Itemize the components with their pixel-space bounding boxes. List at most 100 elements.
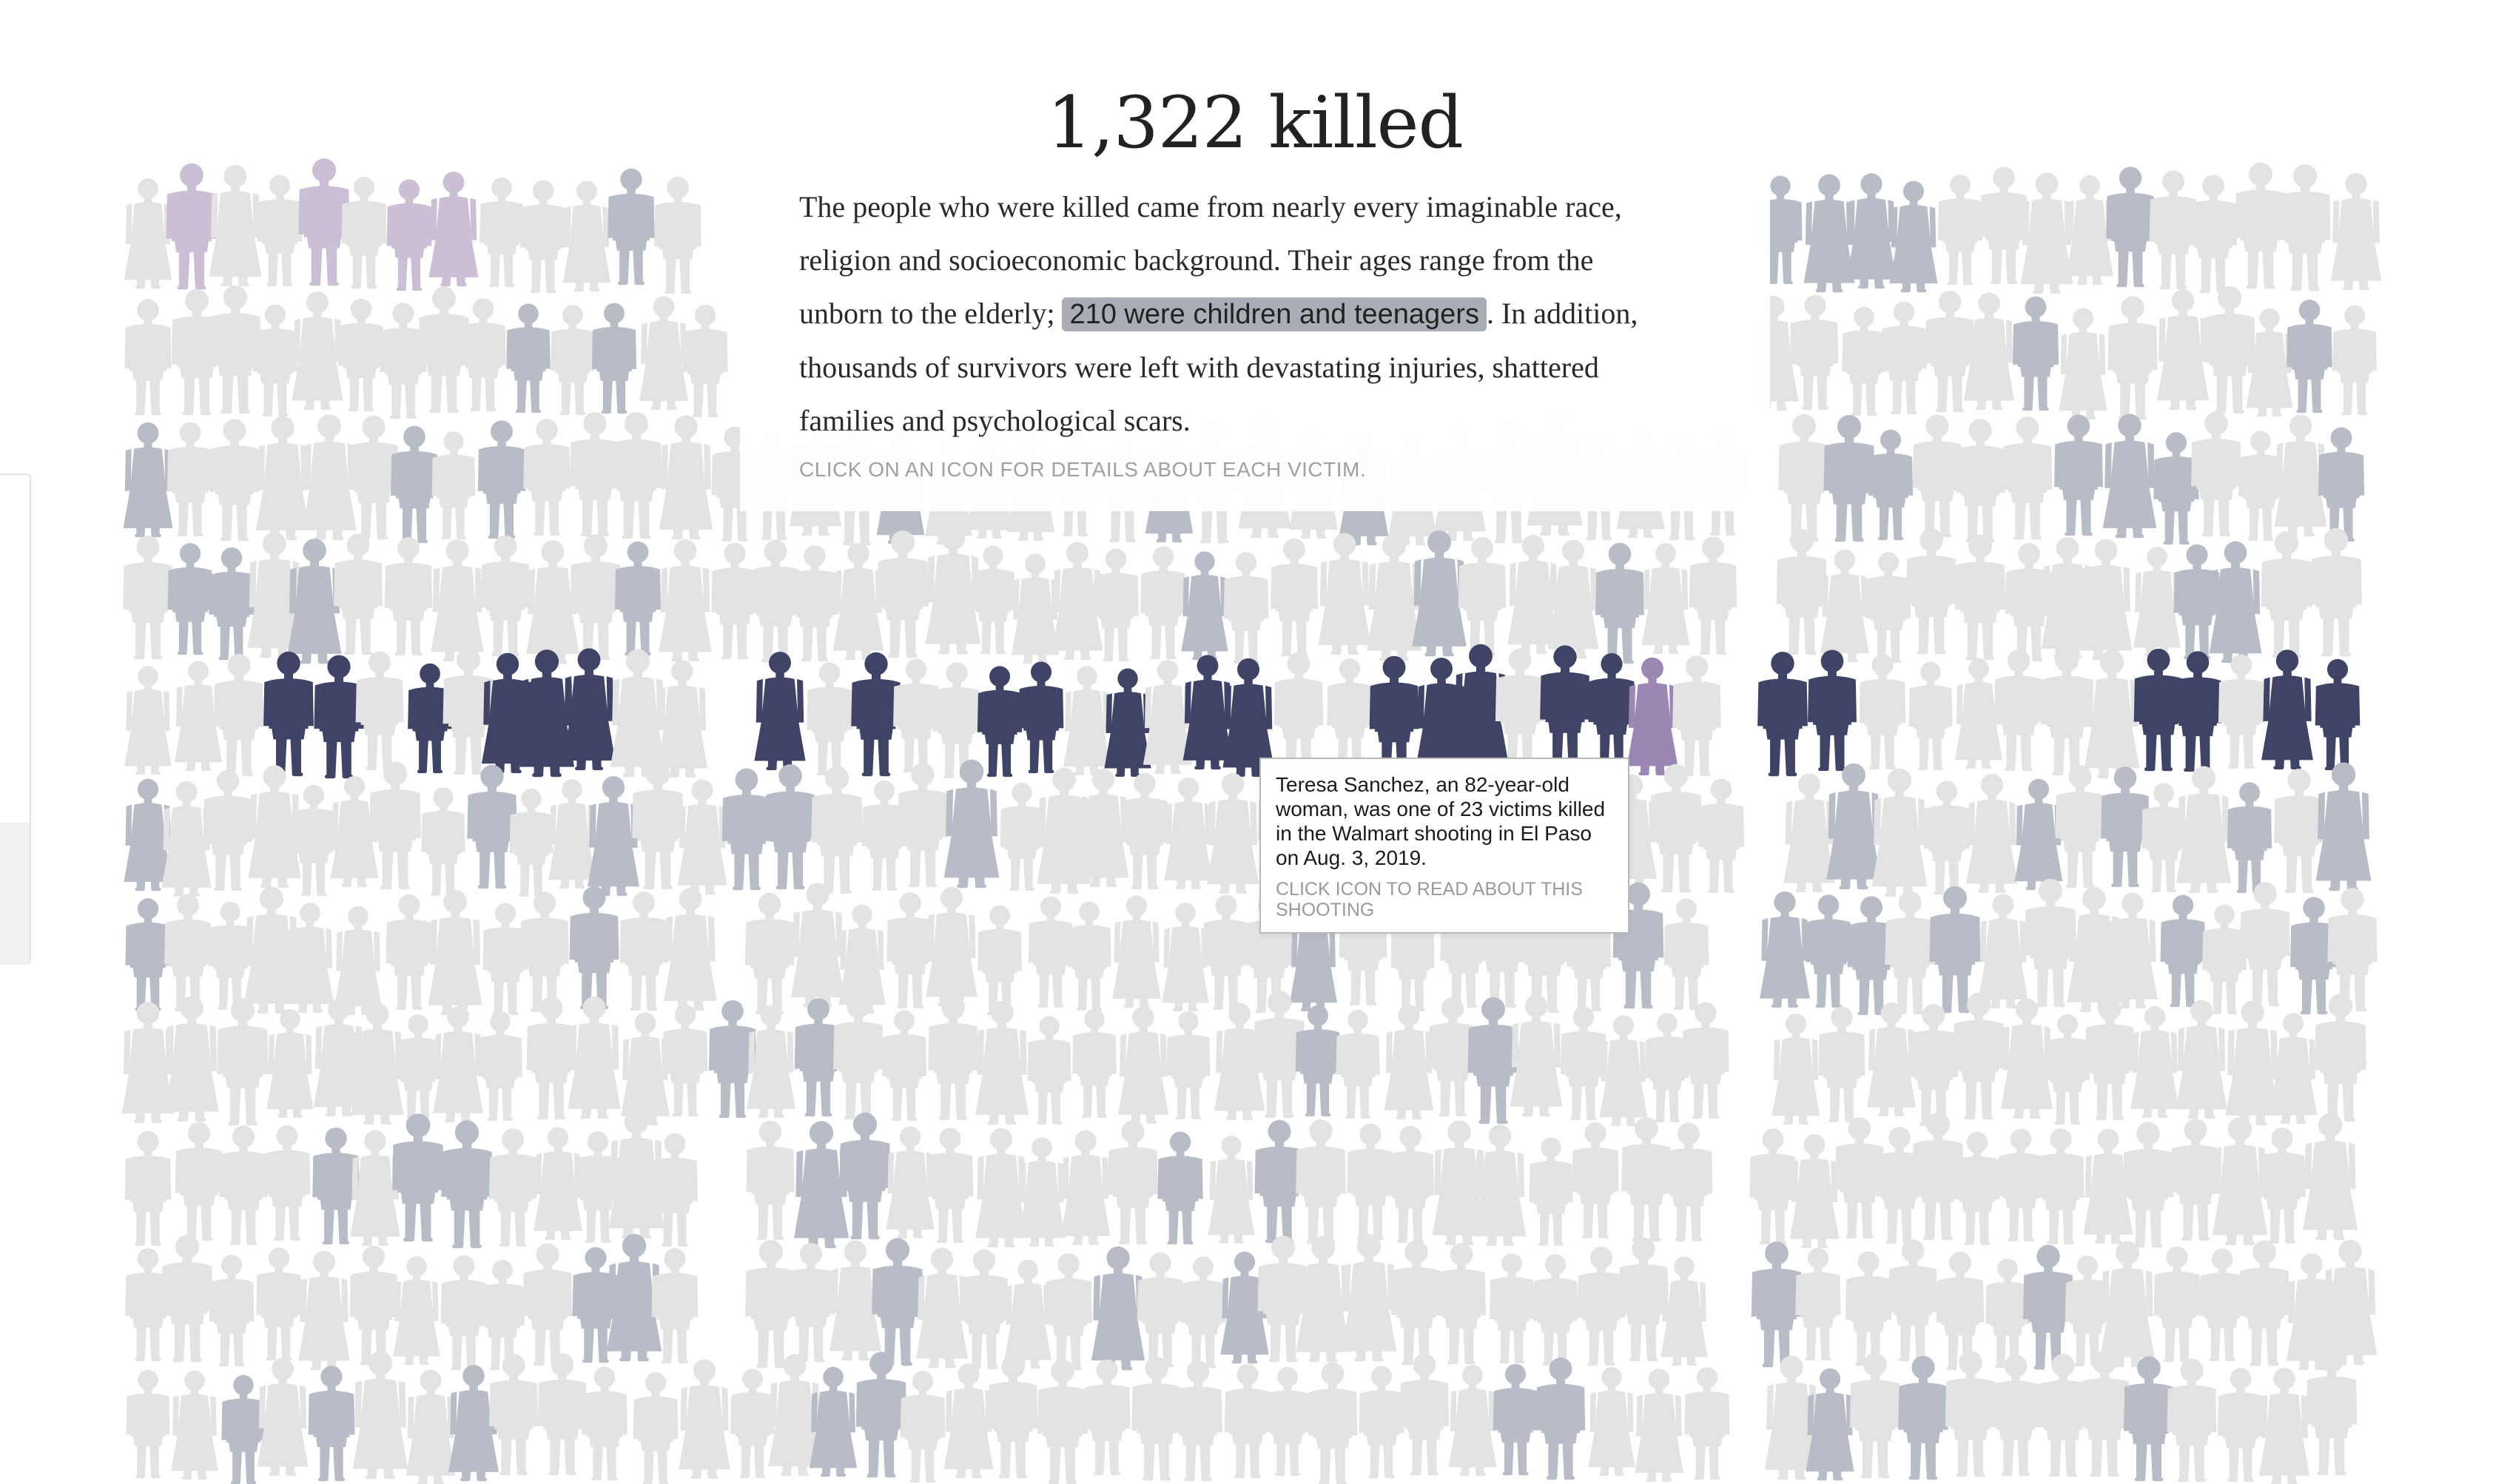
person-silhouette-icon[interactable] <box>2025 878 2076 1008</box>
person-silhouette-icon[interactable] <box>171 289 223 416</box>
person-silhouette-icon[interactable] <box>608 168 655 286</box>
person-silhouette-icon[interactable] <box>747 1005 795 1119</box>
person-silhouette-icon[interactable] <box>391 425 438 544</box>
person-silhouette-icon[interactable] <box>221 1375 266 1484</box>
person-silhouette-icon[interactable] <box>286 903 334 1013</box>
person-silhouette-icon[interactable] <box>1510 994 1563 1117</box>
person-silhouette-icon[interactable] <box>208 901 252 1011</box>
person-silhouette-icon[interactable] <box>975 1127 1027 1248</box>
person-silhouette-icon[interactable] <box>2235 162 2287 289</box>
person-silhouette-icon[interactable] <box>978 905 1022 1016</box>
person-silhouette-icon[interactable] <box>2258 1127 2306 1244</box>
person-silhouette-icon[interactable] <box>167 543 213 655</box>
person-silhouette-icon[interactable] <box>123 422 173 538</box>
person-silhouette-icon[interactable] <box>656 660 708 778</box>
person-silhouette-icon[interactable] <box>1369 655 1419 779</box>
side-panel-tab[interactable] <box>0 823 30 965</box>
person-silhouette-icon[interactable] <box>619 891 668 1011</box>
person-silhouette-icon[interactable] <box>975 1000 1029 1125</box>
person-silhouette-icon[interactable] <box>1493 1363 1538 1476</box>
person-silhouette-icon[interactable] <box>1764 1355 1819 1480</box>
person-silhouette-icon[interactable] <box>2101 766 2150 888</box>
person-silhouette-icon[interactable] <box>614 541 662 656</box>
person-silhouette-icon[interactable] <box>1045 1252 1092 1371</box>
person-silhouette-icon[interactable] <box>291 784 337 897</box>
person-silhouette-icon[interactable] <box>1859 654 1906 770</box>
person-silhouette-icon[interactable] <box>711 542 758 660</box>
person-silhouette-icon[interactable] <box>971 545 1015 655</box>
person-silhouette-icon[interactable] <box>1347 1123 1394 1241</box>
person-silhouette-icon[interactable] <box>334 533 383 655</box>
person-silhouette-icon[interactable] <box>1936 1252 1985 1371</box>
person-silhouette-icon[interactable] <box>2041 536 2094 659</box>
person-silhouette-icon[interactable] <box>256 1247 302 1361</box>
person-silhouette-icon[interactable] <box>1572 1122 1619 1239</box>
person-silhouette-icon[interactable] <box>721 768 772 891</box>
person-silhouette-icon[interactable] <box>654 177 701 294</box>
person-silhouette-icon[interactable] <box>506 303 551 414</box>
person-silhouette-icon[interactable] <box>217 998 269 1126</box>
person-silhouette-icon[interactable] <box>2107 892 2158 1009</box>
person-silhouette-icon[interactable] <box>338 298 384 412</box>
person-silhouette-icon[interactable] <box>1164 777 1213 890</box>
person-silhouette-icon[interactable] <box>161 1235 213 1363</box>
person-silhouette-icon[interactable] <box>1174 1360 1222 1482</box>
person-silhouette-icon[interactable] <box>1077 768 1129 888</box>
person-silhouette-icon[interactable] <box>2218 1368 2264 1483</box>
person-silhouette-icon[interactable] <box>2327 888 2378 1012</box>
person-silhouette-icon[interactable] <box>1912 1112 1964 1241</box>
person-silhouette-icon[interactable] <box>431 431 476 540</box>
person-silhouette-icon[interactable] <box>1028 896 1074 1008</box>
person-silhouette-icon[interactable] <box>1296 1235 1350 1363</box>
person-silhouette-icon[interactable] <box>478 1011 522 1122</box>
person-silhouette-icon[interactable] <box>1820 549 1869 663</box>
person-silhouette-icon[interactable] <box>1776 529 1828 655</box>
person-silhouette-icon[interactable] <box>833 994 884 1120</box>
person-silhouette-icon[interactable] <box>2310 527 2362 657</box>
person-silhouette-icon[interactable] <box>1881 301 1927 415</box>
person-silhouette-icon[interactable] <box>2160 894 2206 1008</box>
person-silhouette-icon[interactable] <box>263 1125 311 1241</box>
person-silhouette-icon[interactable] <box>352 1351 408 1480</box>
person-silhouette-icon[interactable] <box>2102 414 2157 539</box>
person-silhouette-icon[interactable] <box>121 1002 175 1124</box>
person-silhouette-icon[interactable] <box>1985 1258 2030 1369</box>
person-silhouette-icon[interactable] <box>730 1369 775 1479</box>
person-silhouette-icon[interactable] <box>1060 1130 1111 1246</box>
person-silhouette-icon[interactable] <box>2085 997 2135 1121</box>
person-silhouette-icon[interactable] <box>2141 783 2186 893</box>
person-silhouette-icon[interactable] <box>1925 290 1975 413</box>
person-silhouette-icon[interactable] <box>926 886 978 1007</box>
person-silhouette-icon[interactable] <box>1308 1362 1358 1484</box>
person-silhouette-icon[interactable] <box>2065 1255 2110 1367</box>
person-silhouette-icon[interactable] <box>171 1370 218 1480</box>
person-silhouette-icon[interactable] <box>1682 1002 1729 1119</box>
person-silhouette-icon[interactable] <box>1868 429 1914 541</box>
person-silhouette-icon[interactable] <box>1588 652 1635 769</box>
person-silhouette-icon[interactable] <box>839 1112 891 1240</box>
person-silhouette-icon[interactable] <box>2227 782 2272 894</box>
person-silhouette-icon[interactable] <box>1866 1002 1917 1117</box>
person-silhouette-icon[interactable] <box>1966 773 2018 894</box>
person-silhouette-icon[interactable] <box>481 535 530 657</box>
person-silhouette-icon[interactable] <box>1004 1259 1052 1369</box>
person-silhouette-icon[interactable] <box>570 412 620 537</box>
person-silhouette-icon[interactable] <box>1803 174 1855 293</box>
person-silhouette-icon[interactable] <box>255 416 310 541</box>
person-silhouette-icon[interactable] <box>1387 1125 1434 1244</box>
person-silhouette-icon[interactable] <box>1618 1237 1669 1362</box>
person-silhouette-icon[interactable] <box>298 158 350 286</box>
person-silhouette-icon[interactable] <box>606 1233 662 1362</box>
person-silhouette-icon[interactable] <box>1018 661 1064 774</box>
person-silhouette-icon[interactable] <box>1842 306 1886 416</box>
person-silhouette-icon[interactable] <box>1757 652 1808 777</box>
person-silhouette-icon[interactable] <box>2191 411 2241 537</box>
person-silhouette-icon[interactable] <box>1270 538 1319 657</box>
person-silhouette-icon[interactable] <box>562 648 616 771</box>
person-silhouette-icon[interactable] <box>2315 762 2372 891</box>
person-silhouette-icon[interactable] <box>1391 1240 1441 1366</box>
person-silhouette-icon[interactable] <box>787 1243 835 1363</box>
person-silhouette-icon[interactable] <box>2067 886 2122 1013</box>
person-silhouette-icon[interactable] <box>209 164 262 287</box>
person-silhouette-icon[interactable] <box>164 996 219 1122</box>
